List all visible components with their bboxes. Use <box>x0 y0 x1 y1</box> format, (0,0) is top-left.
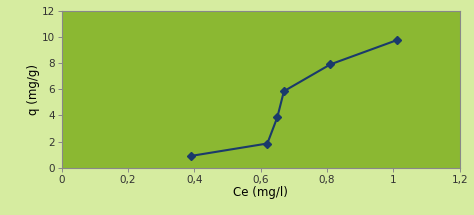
Y-axis label: q (mg/g): q (mg/g) <box>27 64 40 115</box>
X-axis label: Ce (mg/l): Ce (mg/l) <box>233 186 288 199</box>
